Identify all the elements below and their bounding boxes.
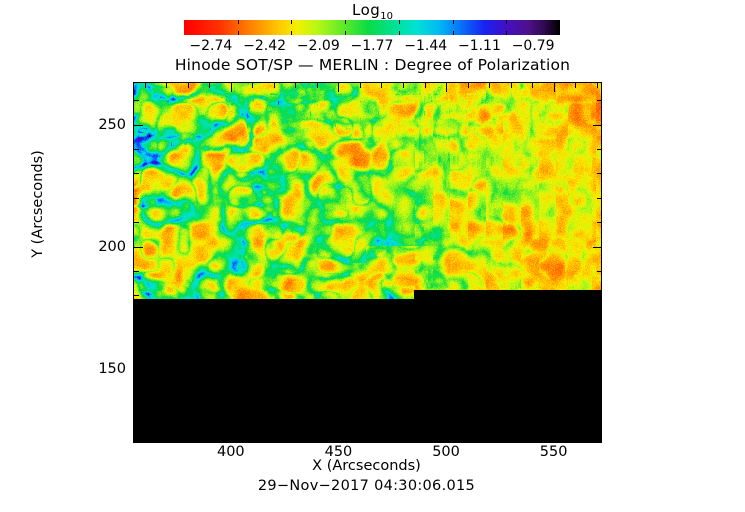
heatmap-image xyxy=(134,83,601,442)
colorbar-title-main: Log xyxy=(351,1,381,19)
colorbar-tick-labels: −2.74 −2.42 −2.09 −1.77 −1.44 −1.11 −0.79 xyxy=(0,38,745,54)
x-axis-title: X (Arcseconds) xyxy=(312,458,421,474)
colorbar-tick-label: −2.74 xyxy=(189,38,233,54)
plot-frame xyxy=(133,82,602,443)
x-tick-label: 450 xyxy=(324,444,353,460)
x-tick-label: 500 xyxy=(432,444,460,460)
colorbar-tick-label: −2.42 xyxy=(243,38,287,54)
x-tick-label: 400 xyxy=(216,444,245,460)
y-axis-title: Y (Arcseconds) xyxy=(30,150,46,258)
y-tick-label: 200 xyxy=(98,238,126,255)
colorbar-title-subscript: 10 xyxy=(380,11,394,22)
colorbar-tick-label: −0.79 xyxy=(511,38,555,54)
colorbar xyxy=(184,20,560,35)
y-tick-label: 150 xyxy=(98,360,126,377)
colorbar-tick-label: −2.09 xyxy=(296,38,340,54)
observation-timestamp: 29−Nov−2017 04:30:06.015 xyxy=(257,478,476,494)
colorbar-tick-label: −1.44 xyxy=(404,38,448,54)
colorbar-gradient xyxy=(184,20,560,35)
colorbar-title: Log10 xyxy=(0,2,745,25)
plot-title: Hinode SOT/SP — MERLIN : Degree of Polar… xyxy=(174,56,571,74)
x-tick-label: 550 xyxy=(539,444,568,460)
y-tick-label: 250 xyxy=(98,116,126,133)
colorbar-tick-label: −1.77 xyxy=(350,38,394,54)
colorbar-tick-label: −1.11 xyxy=(457,38,501,54)
